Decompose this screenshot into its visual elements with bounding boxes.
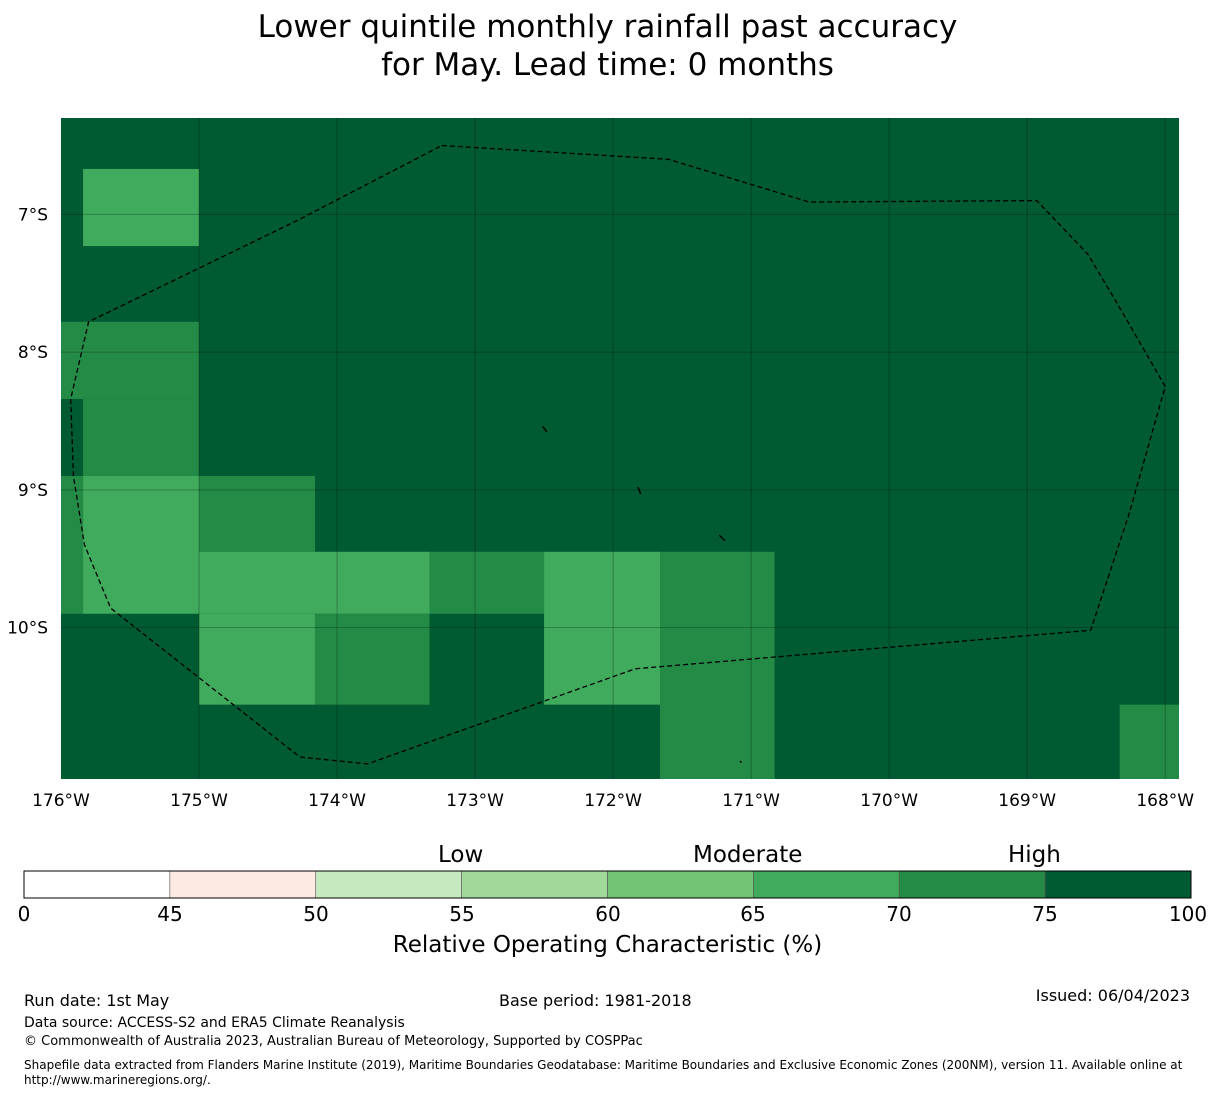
- island-coastline: [637, 486, 642, 495]
- colorbar-bin: [1044, 870, 1192, 899]
- chart-title: Lower quintile monthly rainfall past acc…: [0, 8, 1215, 84]
- map-grid-cell: [544, 551, 661, 705]
- colorbar-bin: [169, 870, 317, 899]
- longitude-tick-label: 171°W: [722, 791, 780, 811]
- map-grid-cell: [83, 398, 200, 477]
- colorbar-tick: 45: [157, 902, 183, 926]
- colorbar-label-high: High: [1008, 842, 1061, 868]
- island-coastline: [718, 534, 726, 542]
- eez-boundary: [70, 144, 1166, 765]
- latitude-tick-label: 9°S: [18, 481, 48, 501]
- map-grid-cell: [83, 476, 200, 614]
- colorbar-frame: [23, 870, 1192, 899]
- colorbar-bin: [23, 870, 171, 899]
- colorbar-bin: [315, 870, 462, 899]
- map-grid-cell: [199, 613, 315, 705]
- map-grid-cell: [61, 321, 200, 399]
- map-grid-cell: [199, 476, 315, 552]
- colorbar-axis-label: Relative Operating Characteristic (%): [392, 932, 823, 958]
- colorbar-label-moderate: Moderate: [693, 842, 803, 868]
- map-grid-cell: [1119, 704, 1179, 779]
- island-coastline: [739, 760, 742, 764]
- longitude-tick-label: 176°W: [32, 791, 90, 811]
- data-source: Data source: ACCESS-S2 and ERA5 Climate …: [24, 1015, 405, 1031]
- latitude-tick-label: 7°S: [18, 205, 48, 225]
- colorbar-tick: 55: [449, 902, 475, 926]
- island-coastline: [542, 426, 548, 433]
- colorbar-bin: [753, 870, 900, 899]
- title-line-1: Lower quintile monthly rainfall past acc…: [257, 9, 958, 45]
- colorbar-bin: [461, 870, 608, 899]
- longitude-tick-label: 174°W: [308, 791, 366, 811]
- colorbar-tick: 0: [17, 902, 31, 926]
- colorbar-bin: [898, 870, 1046, 899]
- longitude-tick-label: 175°W: [170, 791, 228, 811]
- colorbar-bin: [607, 870, 754, 899]
- longitude-tick-label: 169°W: [998, 791, 1056, 811]
- colorbar-tick: 50: [303, 902, 329, 926]
- base-period: Base period: 1981-2018: [499, 991, 692, 1010]
- latitude-tick-label: 8°S: [18, 343, 48, 363]
- longitude-tick-label: 172°W: [584, 791, 642, 811]
- title-line-2: for May. Lead time: 0 months: [381, 47, 834, 83]
- map-grid-cell: [429, 551, 545, 614]
- run-date: Run date: 1st May: [24, 991, 170, 1010]
- longitude-tick-label: 173°W: [446, 791, 504, 811]
- colorbar-label-low: Low: [438, 842, 484, 868]
- issued-date: Issued: 06/04/2023: [1035, 986, 1190, 1005]
- map-grid-cell: [61, 476, 84, 614]
- latitude-tick-label: 10°S: [7, 619, 48, 639]
- map-grid-cell: [83, 168, 200, 247]
- copyright: © Commonwealth of Australia 2023, Austra…: [24, 1034, 643, 1049]
- shapefile-note: Shapefile data extracted from Flanders M…: [24, 1058, 1183, 1087]
- colorbar-tick: 60: [595, 902, 621, 926]
- map-grid-cell: [199, 551, 430, 614]
- longitude-tick-label: 170°W: [860, 791, 918, 811]
- map-grid-cell: [314, 613, 430, 705]
- colorbar-tick: 75: [1032, 902, 1058, 926]
- colorbar-tick: 100: [1168, 902, 1208, 926]
- longitude-tick-label: 168°W: [1136, 791, 1194, 811]
- colorbar-tick: 65: [740, 902, 766, 926]
- colorbar-tick: 70: [886, 902, 912, 926]
